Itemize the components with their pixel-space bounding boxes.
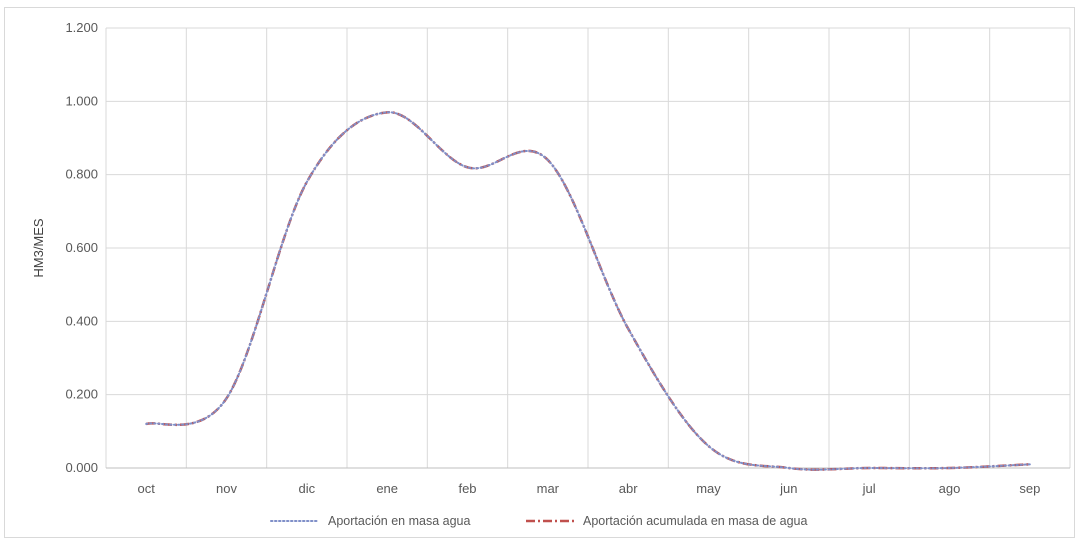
legend-label: Aportación acumulada en masa de agua	[583, 514, 808, 528]
x-tick-label: ago	[939, 481, 961, 496]
y-tick-label: 0.000	[65, 460, 98, 475]
gridlines	[105, 27, 1071, 469]
x-tick-label: sep	[1019, 481, 1040, 496]
x-tick-label: dic	[299, 481, 316, 496]
x-tick-label: feb	[458, 481, 476, 496]
y-tick-label: 0.600	[65, 240, 98, 255]
y-tick-label: 1.000	[65, 93, 98, 108]
y-axis-title: HM3/MES	[31, 218, 46, 278]
axes: 0.000 0.200 0.400 0.600 0.800 1.000 1.200 oct no…	[65, 20, 1070, 496]
legend: Aportación en masa agua Aportación acumul…	[270, 514, 808, 528]
y-tick-label: 0.400	[65, 313, 98, 328]
x-tick-label: mar	[537, 481, 560, 496]
chart-frame: 0.000 0.200 0.400 0.600 0.800 1.000 1.200 oct no…	[4, 7, 1075, 538]
x-tick-label: jul	[862, 481, 876, 496]
line-chart: 0.000 0.200 0.400 0.600 0.800 1.000 1.200 oct no…	[31, 20, 1071, 528]
y-tick-label: 0.800	[65, 167, 98, 182]
series-line-aportacion	[145, 111, 1031, 471]
y-tick-label: 1.200	[65, 20, 98, 35]
x-tick-label: jun	[779, 481, 797, 496]
x-tick-label: oct	[137, 481, 155, 496]
x-tick-label: abr	[619, 481, 638, 496]
x-tick-label: may	[696, 481, 721, 496]
x-tick-label: nov	[216, 481, 237, 496]
series-lines	[145, 111, 1031, 471]
x-tick-label: ene	[376, 481, 398, 496]
legend-label: Aportación en masa agua	[328, 514, 471, 528]
y-tick-label: 0.200	[65, 387, 98, 402]
